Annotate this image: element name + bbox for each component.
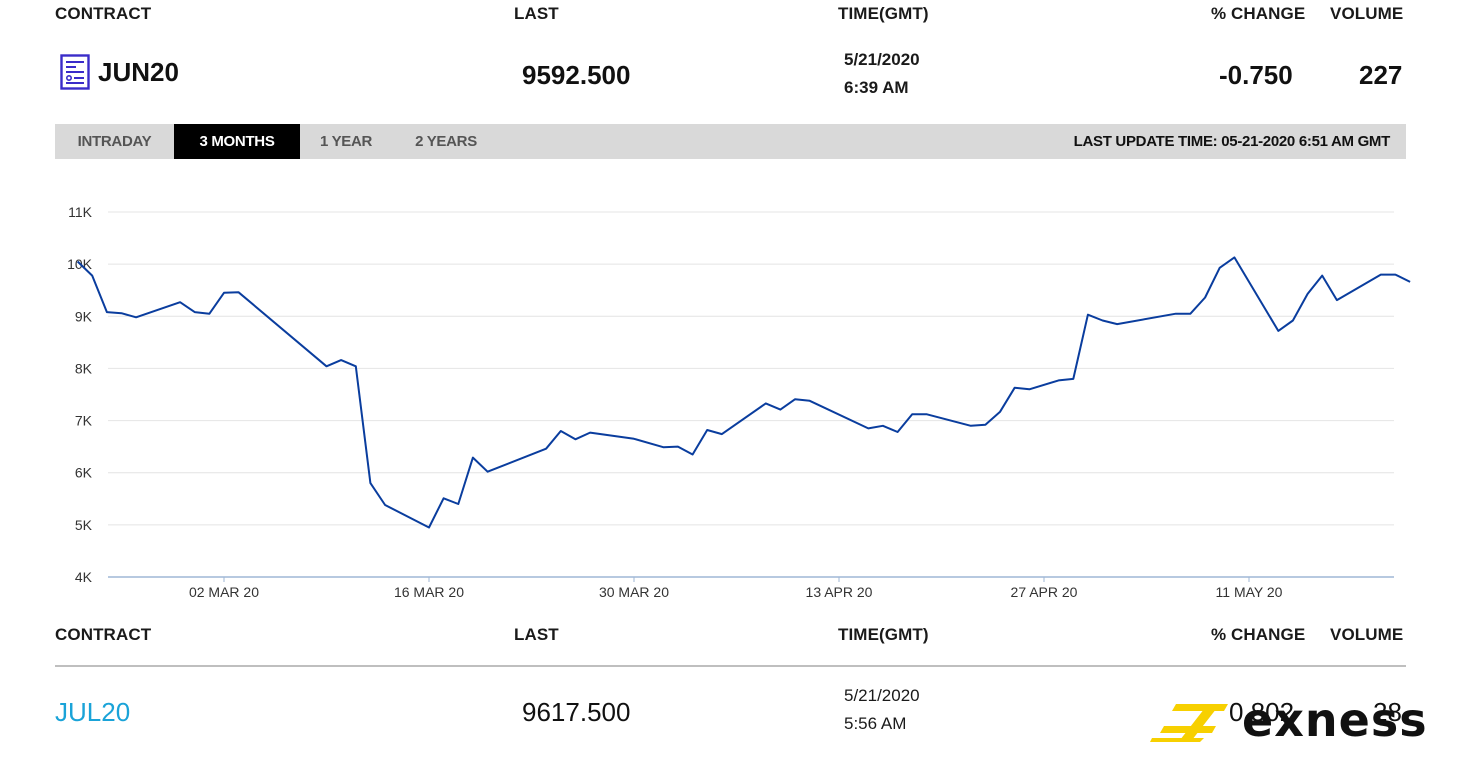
- row2-time: 5:56 AM: [844, 714, 907, 733]
- tab-2-years[interactable]: 2 YEARS: [415, 133, 477, 150]
- exness-logo: exness: [1150, 694, 1428, 744]
- x-tick-label: 30 MAR 20: [599, 584, 669, 600]
- x-tick-label: 13 APR 20: [806, 584, 873, 600]
- contract-link-jul20[interactable]: JUL20: [55, 697, 131, 727]
- header-volume: VOLUME: [1330, 4, 1404, 23]
- main-date: 5/21/2020: [844, 50, 920, 69]
- last-update-time: LAST UPDATE TIME: 05-21-2020 6:51 AM GMT: [1073, 133, 1391, 150]
- range-tab-bar: INTRADAY 3 MONTHS 1 YEAR 2 YEARS LAST UP…: [55, 124, 1406, 159]
- header2-volume: VOLUME: [1330, 625, 1404, 644]
- y-tick-label: 5K: [75, 517, 93, 533]
- contract-name: JUN20: [98, 56, 179, 87]
- header2-pct-change: % CHANGE: [1211, 625, 1306, 644]
- header-last: LAST: [514, 4, 559, 23]
- header2-last: LAST: [514, 625, 559, 644]
- tab-3-months[interactable]: 3 MONTHS: [174, 124, 300, 159]
- header-time: TIME(GMT): [838, 4, 929, 23]
- x-tick-label: 16 MAR 20: [394, 584, 464, 600]
- header-divider: [55, 665, 1406, 667]
- y-tick-label: 6K: [75, 465, 93, 481]
- y-tick-label: 7K: [75, 413, 93, 429]
- exness-mark-icon: [1150, 704, 1228, 742]
- header-contract: CONTRACT: [55, 4, 152, 23]
- price-series-line: [76, 256, 1411, 529]
- main-contract: JUN20: [60, 54, 179, 90]
- exness-wordmark: exness: [1242, 694, 1428, 744]
- main-time: 6:39 AM: [844, 78, 909, 97]
- main-volume: 227: [1359, 60, 1403, 90]
- tab-intraday[interactable]: INTRADAY: [77, 133, 152, 150]
- main-pct-change: -0.750: [1219, 60, 1293, 90]
- x-tick-label: 02 MAR 20: [189, 584, 259, 600]
- document-chart-icon: [60, 54, 90, 90]
- header-pct-change: % CHANGE: [1211, 4, 1306, 23]
- y-tick-label: 11K: [68, 204, 93, 220]
- row2-date: 5/21/2020: [844, 686, 920, 705]
- y-tick-label: 9K: [75, 308, 93, 324]
- row2-volume: 28: [1373, 697, 1402, 727]
- row2-pct-change: 0.802: [1229, 697, 1295, 727]
- main-last-price: 9592.500: [522, 60, 631, 90]
- row2-last-price: 9617.500: [522, 697, 631, 727]
- y-tick-label: 4K: [75, 569, 93, 585]
- x-tick-label: 11 MAY 20: [1216, 584, 1283, 600]
- x-tick-label: 27 APR 20: [1011, 584, 1078, 600]
- y-tick-label: 8K: [75, 360, 93, 376]
- tab-1-year[interactable]: 1 YEAR: [319, 133, 373, 150]
- header2-contract: CONTRACT: [55, 625, 152, 644]
- header2-time: TIME(GMT): [838, 625, 929, 644]
